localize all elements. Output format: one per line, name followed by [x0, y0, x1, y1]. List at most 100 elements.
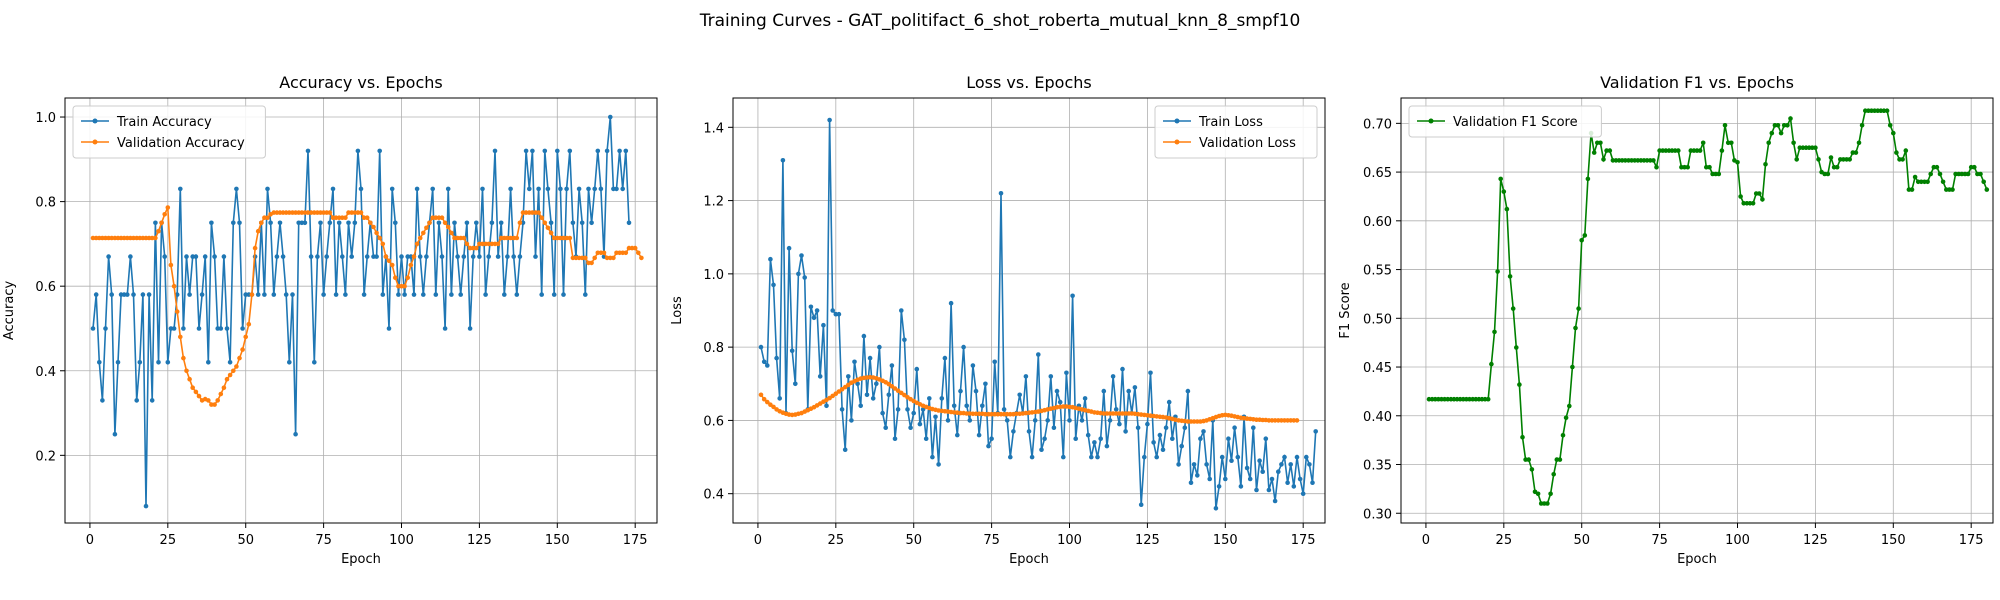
data-point	[237, 355, 242, 361]
data-point	[115, 360, 121, 365]
y-tick-label: 0.2	[35, 449, 56, 464]
data-point	[1644, 158, 1650, 163]
data-point	[1272, 498, 1278, 504]
y-tick-label: 0.8	[703, 341, 724, 356]
data-point	[1676, 148, 1681, 153]
x-tick-label: 0	[1422, 533, 1430, 548]
data-point	[162, 254, 167, 259]
data-point	[899, 308, 904, 313]
data-point	[817, 374, 823, 379]
data-point	[1045, 418, 1050, 423]
data-point	[1526, 457, 1531, 462]
data-point	[1912, 174, 1918, 180]
y-tick-label: 0.6	[703, 414, 724, 429]
data-point	[1741, 201, 1746, 206]
data-point	[1576, 306, 1581, 311]
data-point	[1067, 418, 1072, 423]
data-point	[852, 359, 857, 365]
data-point	[920, 407, 926, 412]
data-point	[125, 292, 130, 297]
chart-title: Validation F1 vs. Epochs	[1600, 73, 1794, 92]
data-point	[1791, 140, 1796, 146]
data-point	[153, 235, 158, 241]
data-point	[1766, 140, 1771, 146]
data-point	[883, 425, 888, 431]
data-point	[190, 385, 195, 391]
data-point	[1207, 476, 1212, 482]
legend-label: Validation F1 Score	[1453, 115, 1578, 130]
data-point	[287, 210, 292, 215]
data-point	[156, 360, 161, 365]
data-point	[134, 398, 139, 403]
data-point	[427, 220, 432, 226]
data-point	[408, 262, 414, 268]
data-point	[1719, 148, 1725, 153]
data-point	[1092, 440, 1097, 445]
data-point	[802, 275, 807, 280]
data-point	[131, 235, 136, 241]
data-point	[517, 220, 523, 226]
data-point	[227, 360, 233, 365]
data-point	[442, 220, 448, 226]
data-point	[1145, 421, 1150, 427]
data-point	[939, 396, 945, 401]
data-point	[1204, 462, 1209, 467]
data-point	[90, 235, 96, 241]
data-point	[218, 326, 224, 331]
data-point	[976, 411, 982, 417]
data-point	[1788, 116, 1793, 121]
data-point	[327, 220, 333, 226]
data-point	[1529, 467, 1535, 472]
data-point	[961, 344, 966, 350]
data-point	[1426, 396, 1432, 402]
data-point	[1026, 429, 1032, 434]
data-point	[1279, 462, 1284, 467]
data-point	[1191, 462, 1197, 467]
data-point	[165, 205, 171, 210]
data-point	[1251, 425, 1256, 431]
data-point	[502, 292, 507, 297]
series-validation-loss	[758, 374, 1300, 424]
x-tick-label: 150	[1881, 533, 1906, 548]
data-point	[1909, 187, 1915, 192]
data-point	[240, 326, 245, 331]
data-point	[143, 503, 149, 509]
data-point	[789, 348, 795, 354]
x-tick-label: 175	[1959, 533, 1984, 548]
y-tick-label: 0.45	[1363, 361, 1392, 376]
data-point	[1972, 164, 1977, 170]
data-point	[1557, 457, 1563, 462]
data-point	[498, 220, 504, 226]
y-tick-label: 0.70	[1363, 117, 1392, 132]
data-point	[1757, 191, 1762, 196]
data-point	[908, 425, 913, 431]
data-point	[539, 292, 544, 297]
data-point	[445, 224, 451, 230]
data-point	[1682, 164, 1687, 170]
data-point	[774, 355, 779, 361]
data-point	[1219, 454, 1225, 460]
data-point	[212, 254, 217, 259]
data-point	[374, 230, 379, 236]
data-point	[830, 308, 835, 313]
data-point	[989, 436, 994, 442]
data-point	[1800, 145, 1806, 150]
data-point	[1763, 162, 1768, 167]
data-point	[421, 292, 426, 297]
data-point	[536, 186, 541, 192]
data-point	[589, 220, 594, 226]
data-point	[1894, 150, 1899, 155]
data-point	[1195, 473, 1200, 478]
data-point	[308, 254, 314, 259]
data-point	[333, 292, 339, 297]
data-point	[449, 292, 454, 297]
data-point	[517, 254, 523, 259]
data-point	[93, 292, 99, 297]
data-point	[914, 366, 920, 372]
x-tick-label: 75	[983, 533, 1000, 548]
data-point	[178, 334, 183, 340]
legend-label: Validation Accuracy	[117, 136, 245, 151]
data-point	[1179, 443, 1184, 449]
data-point	[1166, 399, 1172, 405]
data-point	[1514, 345, 1519, 350]
